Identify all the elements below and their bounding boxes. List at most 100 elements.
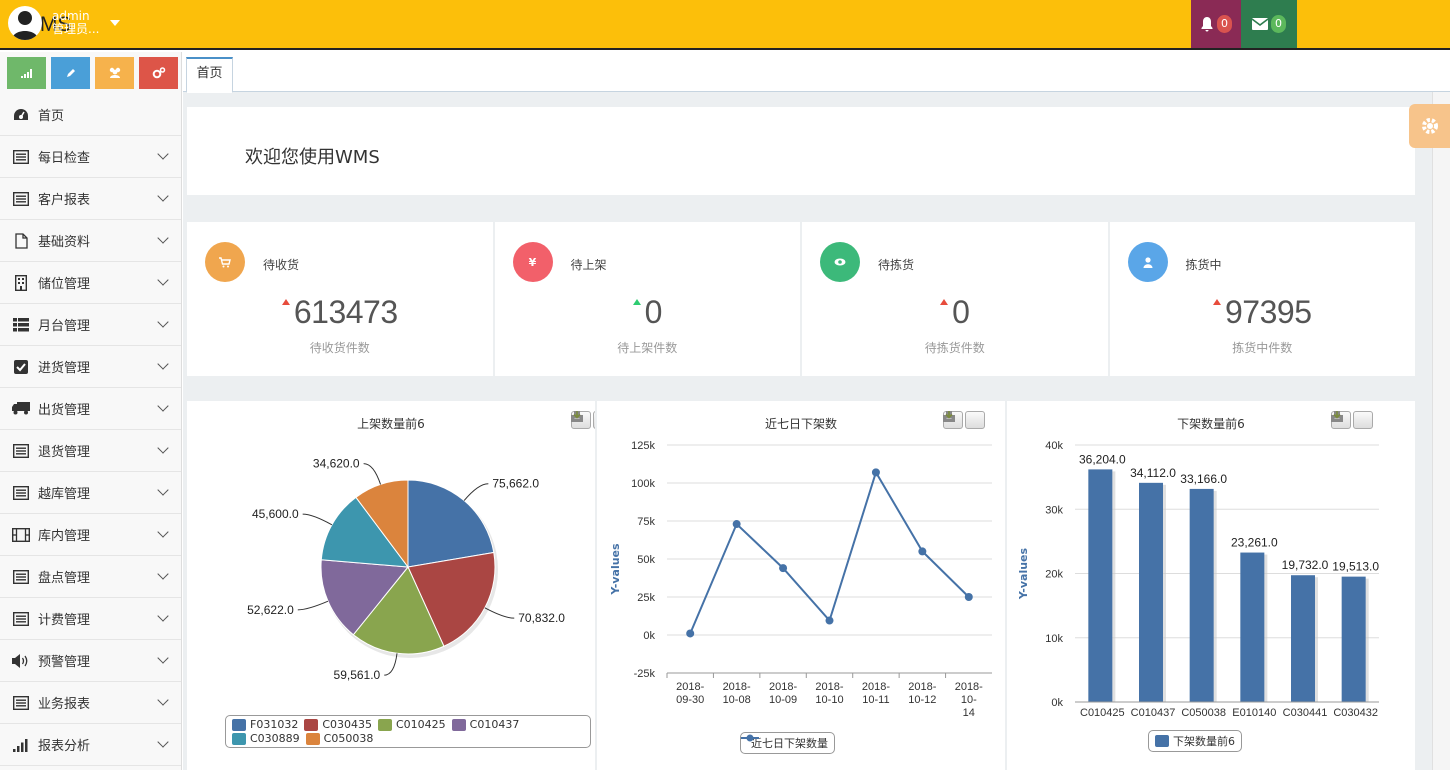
line-point[interactable] [686,629,695,638]
sidebar-item-10[interactable]: 库内管理 [0,514,181,556]
y-tick-label: 40k [1045,440,1063,452]
line-point[interactable] [732,520,741,529]
legend-item[interactable]: C050038 [305,732,374,745]
bar-C050038[interactable] [1189,488,1214,702]
pie-data-label: 34,620.0 [313,457,360,471]
line-point[interactable] [779,564,788,573]
chart-putaway-top6: 75,662.0 70,832.0 59,561.0 52,622.0 45,600.0… [187,401,595,770]
shortcut-pencil-button[interactable] [51,57,90,89]
line-point[interactable] [871,468,880,477]
stat-sub: 待收货件数 [309,341,370,355]
settings-panel-toggle[interactable] [1409,104,1450,148]
stat-value-number: 613473 [293,294,398,330]
sidebar-item-13[interactable]: 预警管理 [0,640,181,682]
sidebar-item-9[interactable]: 越库管理 [0,472,181,514]
legend-swatch [451,718,466,731]
chart-title: 下架数量前6 [1177,417,1245,431]
pie-slice-C010437[interactable] [320,559,409,636]
stat-value-number: 0 [644,294,663,330]
line-chart-svg: -25k0k25k50k75k100k125kY-values2018-09-3… [609,440,992,719]
sidebar-item-11[interactable]: 盘点管理 [0,556,181,598]
sidebar-item-8[interactable]: 退货管理 [0,430,181,472]
stat-value: 0 [802,294,1108,331]
sidebar-item-5[interactable]: 月台管理 [0,304,181,346]
truck-icon [12,401,30,417]
sidebar-item-7[interactable]: 出货管理 [0,388,181,430]
sidebar-item-12[interactable]: 计费管理 [0,598,181,640]
line-point[interactable] [918,547,927,556]
stat-value: 97395 [1110,294,1416,331]
legend-item[interactable]: C010437 [451,718,519,731]
sidebar-item-label: 盘点管理 [38,571,91,586]
messages-button[interactable]: 0 [1241,0,1297,48]
sidebar-item-14[interactable]: 业务报表 [0,682,181,724]
chevron-down-icon [157,694,169,706]
sidebar-item-6[interactable]: 进货管理 [0,346,181,388]
shortcut-cogs-button[interactable] [139,57,178,89]
legend-label: 近七日下架数量 [751,737,828,750]
bar-C010437[interactable] [1139,482,1163,702]
sidebar-item-2[interactable]: 客户报表 [0,178,181,220]
charts-row: 75,662.0 70,832.0 59,561.0 52,622.0 45,600.0… [187,401,1415,770]
yen-icon: ¥ [512,242,553,282]
legend-item[interactable]: C030435 [304,718,372,731]
chart-legend: F031032 C030435 C010425 C010437 C030889 C0500… [225,715,591,748]
legend-item[interactable]: C010425 [378,718,446,731]
sidebar-item-4[interactable]: 储位管理 [0,262,181,304]
download-button[interactable] [571,411,595,429]
sidebar-item-label: 客户报表 [38,193,91,208]
x-tick-label: 14 [963,707,975,719]
user-name: admin [52,9,90,23]
pie-connector [384,653,398,676]
sidebar-item-3[interactable]: 基础资料 [0,220,181,262]
legend-item[interactable]: C030889 [232,732,300,745]
sidebar-shortcuts [0,52,181,94]
vertical-scrollbar[interactable] [1432,92,1450,770]
messages-badge: 0 [1271,15,1286,33]
gear-icon [1421,118,1438,134]
y-tick-label: 0k [1051,697,1063,709]
pie-slice-F031032[interactable] [407,479,495,568]
x-tick-label: 2018- [815,681,843,693]
bar-C030441[interactable] [1291,575,1315,702]
y-tick-label: 125k [631,440,655,452]
notifications-button[interactable]: 0 [1191,0,1241,48]
film-icon [12,527,30,543]
pie-slice-C010425[interactable] [352,566,445,655]
line-point[interactable] [825,616,834,625]
pie-connector [363,463,382,485]
shortcut-users-button[interactable] [95,57,134,89]
bar-C010425[interactable] [1088,469,1113,702]
download-button[interactable] [1331,411,1373,429]
download-button[interactable] [943,411,985,429]
legend-label: C030889 [250,732,300,745]
bar-C030432[interactable] [1341,576,1366,702]
sidebar-item-0[interactable]: 首页 [0,94,181,136]
legend-label: C050038 [323,732,374,745]
legend-item[interactable]: 近七日下架数量 [741,734,828,751]
y-tick-label: 20k [1045,569,1063,581]
sidebar-item-15[interactable]: 报表分析 [0,724,181,766]
caret-down-icon [110,20,120,26]
line-point[interactable] [964,593,973,601]
chevron-down-icon [157,274,169,286]
list-icon [12,149,30,165]
legend-item[interactable]: F031032 [232,718,298,731]
y-tick-label: 100k [631,478,655,490]
legend-swatch [232,732,246,745]
sidebar-item-label: 出货管理 [38,403,91,418]
chevron-down-icon [157,190,169,202]
list-icon [12,443,30,459]
pie-slice-C030435[interactable] [407,551,496,647]
stat-card-putaway: ¥ 待上架 0 待上架件数 [494,222,800,376]
list-icon [12,485,30,501]
chart-picks-top6: 0k 10k 20k 30k 40k Y-values 36,204.0 C010425 34,… [1007,401,1415,770]
legend-label: F031032 [250,718,299,731]
chart-title: 近七日下架数 [764,417,837,431]
shortcut-signal-button[interactable] [7,57,46,89]
bar-E010140[interactable] [1240,552,1265,702]
legend-item[interactable]: 下架数量前6 [1155,733,1235,749]
tab-home[interactable]: 首页 [186,57,233,93]
x-tick-label: E010140 [1232,707,1276,719]
sidebar-item-1[interactable]: 每日检查 [0,136,181,178]
